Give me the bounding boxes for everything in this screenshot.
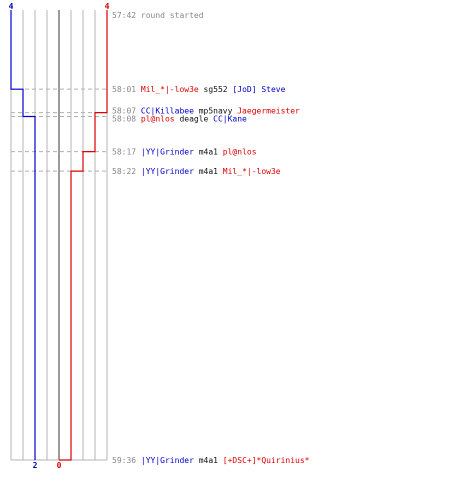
event-weapon: mp5navy <box>194 107 233 116</box>
blue-end-count: 2 <box>33 461 38 470</box>
event-time: 58:01 <box>112 85 136 94</box>
team-count-lines <box>10 10 108 461</box>
red-end-count: 0 <box>57 461 62 470</box>
event-victim: [+DSC+]*Quirinius* <box>218 456 310 465</box>
blue-team-line <box>10 10 36 460</box>
event-victim: Mil_*|-low3e <box>218 167 281 176</box>
event-weapon: m4a1 <box>194 456 218 465</box>
event-time: 58:08 <box>112 114 136 123</box>
event-victim: [JoD] Steve <box>228 85 286 94</box>
event-victim: CC|Kane <box>208 114 247 123</box>
event-time: 58:22 <box>112 167 136 176</box>
event-label: 59:36 |YY|Grinder m4a1 [+DSC+]*Quirinius… <box>112 456 310 465</box>
event-killer: Mil_*|-low3e <box>136 85 199 94</box>
red-team-line <box>59 10 108 461</box>
event-time: 58:07 <box>112 107 136 116</box>
event-killer: CC|Killabee <box>136 107 194 116</box>
event-victim: pl@nlos <box>218 148 257 157</box>
event-text: round started <box>136 11 204 20</box>
timeline-grid <box>10 10 108 461</box>
red-start-count: 4 <box>105 2 110 11</box>
event-label: 58:17 |YY|Grinder m4a1 pl@nlos <box>112 148 257 157</box>
event-weapon: sg552 <box>199 85 228 94</box>
event-killer: |YY|Grinder <box>136 148 194 157</box>
event-time: 58:17 <box>112 148 136 157</box>
event-killer: |YY|Grinder <box>136 456 194 465</box>
event-label: 58:22 |YY|Grinder m4a1 Mil_*|-low3e <box>112 167 281 176</box>
blue-start-count: 4 <box>9 2 14 11</box>
event-victim: Jaegermeister <box>232 107 300 116</box>
event-weapon: m4a1 <box>194 148 218 157</box>
event-label: 58:01 Mil_*|-low3e sg552 [JoD] Steve <box>112 85 286 94</box>
team-count-labels: 4 4 2 0 <box>9 2 110 470</box>
event-label: 57:42 round started <box>112 11 204 20</box>
event-label: 58:07 CC|Killabee mp5navy Jaegermeister <box>112 107 300 116</box>
event-killer: |YY|Grinder <box>136 167 194 176</box>
event-weapon: m4a1 <box>194 167 218 176</box>
event-time: 57:42 <box>112 11 136 20</box>
event-time: 59:36 <box>112 456 136 465</box>
event-label: 58:08 pl@nlos deagle CC|Kane <box>112 114 247 123</box>
event-labels: 57:42 round started 58:01 Mil_*|-low3e sg… <box>112 11 310 465</box>
event-killer: pl@nlos <box>136 114 175 123</box>
event-weapon: deagle <box>175 114 209 123</box>
